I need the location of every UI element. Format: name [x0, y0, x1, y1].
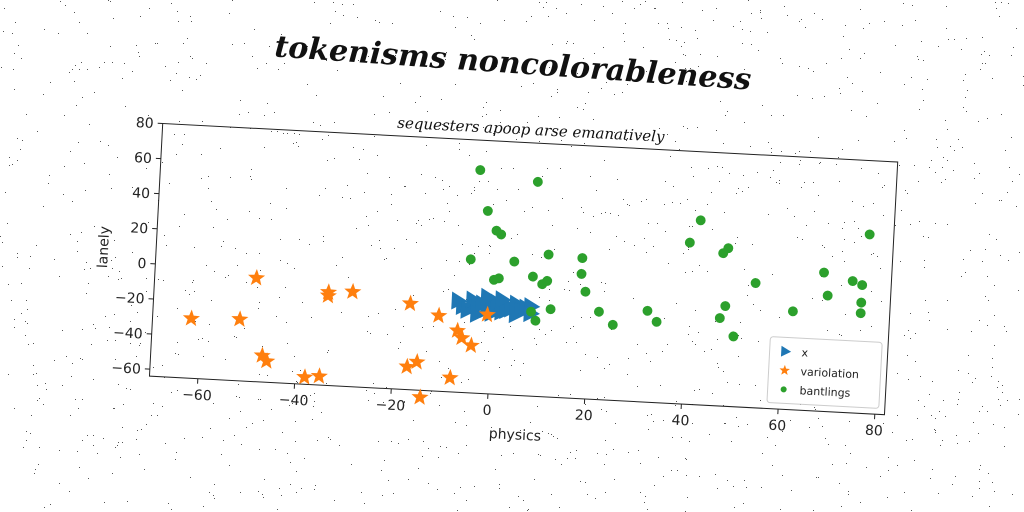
point-bantlings: [576, 268, 587, 279]
legend-label-bantlings: bantlings: [799, 384, 851, 400]
point-variolation: [310, 367, 328, 384]
point-variolation: [344, 282, 362, 300]
point-variolation: [448, 321, 467, 339]
point-bantlings: [822, 290, 833, 301]
point-bantlings: [607, 319, 618, 330]
legend-marker-variolation: [779, 364, 790, 376]
x-axis-ticks: −60 −40 −20 0 20 40 60 80: [182, 378, 884, 440]
point-variolation: [441, 368, 459, 386]
point-x: [494, 290, 512, 309]
point-x: [460, 300, 478, 319]
point-x: [469, 304, 487, 323]
y-tick-label: 0: [137, 256, 147, 272]
y-axis-ticks: −60 −40 −20 0 20 40 60 80: [111, 115, 163, 378]
point-bantlings: [714, 313, 725, 324]
point-bantlings: [526, 306, 537, 317]
point-bantlings: [509, 256, 520, 267]
point-bantlings: [720, 301, 731, 312]
point-bantlings: [684, 237, 695, 248]
point-bantlings: [593, 306, 604, 317]
point-variolation: [401, 294, 419, 312]
point-variolation: [398, 357, 416, 375]
x-tick-label: −60: [182, 387, 212, 405]
point-bantlings: [580, 286, 591, 297]
point-bantlings: [642, 305, 653, 316]
x-tick-label: 0: [482, 403, 492, 419]
chart-title: sequesters apoop arse emanatively: [397, 114, 666, 146]
point-bantlings: [723, 243, 734, 254]
point-bantlings: [465, 254, 476, 265]
point-variolation: [430, 306, 448, 324]
point-bantlings: [482, 205, 493, 216]
point-variolation: [462, 336, 480, 354]
point-variolation: [182, 309, 200, 327]
x-tick-label: −40: [278, 392, 308, 410]
legend-marker-bantlings: [780, 386, 787, 393]
point-bantlings: [857, 280, 868, 291]
x-axis-label: physics: [488, 426, 541, 445]
x-tick-label: 80: [865, 423, 884, 440]
point-bantlings: [527, 271, 538, 282]
legend: x variolation bantlings: [766, 336, 883, 409]
y-tick-label: 40: [132, 185, 151, 202]
point-bantlings: [847, 276, 858, 287]
point-bantlings: [695, 215, 706, 226]
legend-label-x: x: [801, 346, 809, 359]
point-variolation: [253, 346, 271, 364]
point-variolation: [296, 368, 314, 385]
point-variolation: [319, 286, 337, 304]
point-bantlings: [728, 331, 739, 342]
point-bantlings: [856, 297, 867, 308]
point-bantlings: [543, 249, 554, 260]
point-bantlings: [855, 308, 866, 319]
point-variolation: [248, 268, 266, 286]
legend-box: [766, 336, 883, 409]
point-bantlings: [493, 273, 504, 284]
legend-label-variolation: variolation: [800, 365, 859, 381]
plot-frame: [148, 122, 899, 416]
point-bantlings: [819, 267, 829, 278]
point-bantlings: [864, 229, 875, 240]
y-tick-label: −40: [113, 325, 143, 343]
point-bantlings: [651, 316, 662, 327]
point-bantlings: [545, 304, 556, 315]
point-variolation: [258, 352, 276, 369]
y-tick-label: 80: [135, 115, 154, 132]
y-tick-label: −60: [111, 360, 141, 378]
point-x: [480, 287, 498, 306]
y-tick-label: 60: [134, 150, 153, 167]
y-tick-label: 20: [130, 220, 149, 237]
point-bantlings: [542, 275, 553, 286]
data-marks: [182, 165, 875, 405]
x-tick-label: 20: [574, 407, 593, 424]
y-axis-label: lanely: [95, 226, 113, 269]
point-bantlings: [750, 278, 761, 288]
point-variolation: [478, 305, 496, 323]
x-tick-label: 40: [671, 413, 690, 430]
point-bantlings: [530, 315, 541, 326]
point-variolation: [411, 388, 429, 405]
legend-marker-x: [780, 345, 792, 357]
x-tick-label: 60: [768, 418, 787, 435]
point-variolation: [408, 353, 426, 370]
point-bantlings: [577, 253, 588, 264]
x-tick-label: −20: [375, 397, 405, 415]
point-bantlings: [787, 306, 798, 317]
y-tick-label: −20: [115, 290, 145, 308]
point-bantlings: [475, 165, 486, 176]
point-bantlings: [496, 229, 507, 240]
plot-area-group: sequesters apoop arse emanatively −60 −40…: [95, 114, 899, 445]
point-variolation: [453, 328, 471, 346]
point-variolation: [231, 310, 249, 327]
point-bantlings: [532, 176, 543, 187]
